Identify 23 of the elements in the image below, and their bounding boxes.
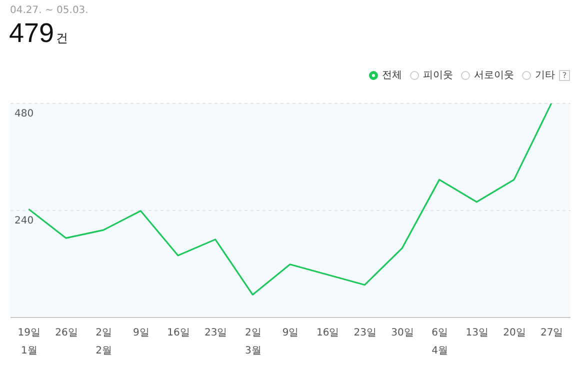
x-tick-label: 9일	[132, 328, 150, 338]
x-tick-label: 23일	[204, 328, 228, 338]
radio-option: 서로이웃	[461, 68, 514, 82]
radio-option: 피이웃	[410, 68, 453, 82]
radio-option: 기타	[522, 68, 555, 82]
x-tick-label: 20일	[503, 328, 526, 338]
x-tick-label: 16일	[167, 328, 190, 338]
chart-subtitle: 04.27. ~ 05.03.	[10, 5, 88, 16]
x-tick-label: 13일	[466, 328, 489, 338]
x-tick-label: 16일	[316, 328, 340, 338]
x-tick-label: 6일 4월	[432, 328, 448, 356]
help-icon: ?	[559, 70, 570, 80]
x-tick-label: 30일	[391, 328, 414, 338]
x-tick-label: 27일	[540, 328, 564, 338]
x-tick-label: 2일 3월	[244, 328, 262, 356]
x-tick-label: 9일	[282, 328, 299, 338]
x-tick-label: 23일	[354, 328, 377, 338]
x-tick-label: 19일 1월	[18, 328, 41, 356]
x-tick-label: 2일 2월	[96, 328, 112, 356]
x-tick-label: 26일	[55, 328, 78, 338]
legend-label: 전체	[381, 69, 402, 82]
y-tick-label: 240	[14, 216, 34, 226]
y-tick-label: 480	[14, 108, 34, 120]
